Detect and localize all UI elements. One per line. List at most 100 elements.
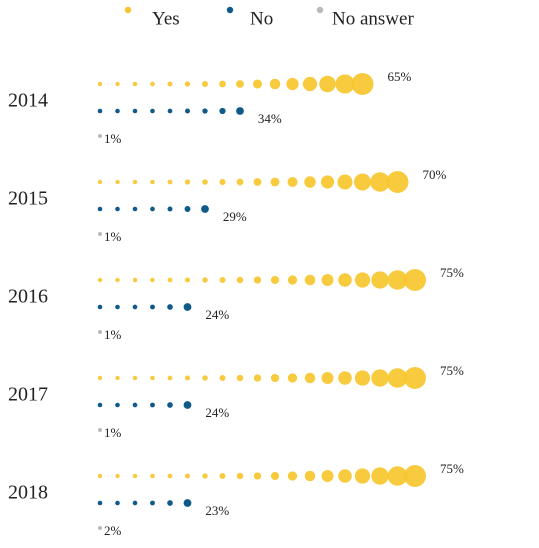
value-label: 24% (205, 405, 229, 420)
year-label: 2014 (8, 90, 48, 112)
dot (185, 108, 190, 114)
dot-bar (97, 269, 426, 291)
dot (219, 473, 226, 479)
value-label: 24% (205, 307, 229, 322)
dot (253, 374, 262, 382)
dot (167, 81, 173, 87)
year-label: 2017 (8, 384, 48, 406)
dot (184, 277, 191, 283)
dot (202, 375, 208, 381)
dot (321, 274, 334, 286)
dot (354, 468, 371, 484)
value-label: 1% (104, 229, 122, 244)
dot (150, 500, 155, 506)
dot (337, 174, 353, 190)
dot (97, 277, 103, 283)
dot (184, 81, 191, 87)
dot (132, 179, 138, 185)
dot (132, 402, 138, 408)
value-label: 2% (104, 523, 122, 538)
dot (150, 375, 155, 381)
dot (253, 276, 262, 284)
dot (98, 134, 102, 138)
dot (370, 172, 390, 192)
dot-bar (97, 171, 409, 193)
value-label: 75% (440, 461, 464, 476)
dot (115, 375, 120, 381)
dot (253, 472, 262, 480)
value-label: 1% (104, 425, 122, 440)
dot (184, 375, 191, 381)
dot (219, 107, 226, 115)
dot (132, 81, 138, 87)
dot (219, 178, 226, 186)
dot (98, 232, 102, 236)
dot (150, 304, 155, 310)
dot (253, 178, 262, 186)
value-label: 29% (223, 209, 247, 224)
dot (321, 470, 334, 482)
dot-bar (97, 205, 209, 213)
dot (132, 108, 138, 114)
dot (219, 277, 226, 283)
dot (338, 371, 352, 385)
dot (386, 171, 409, 193)
dot (338, 273, 352, 287)
dot (354, 272, 371, 288)
dot-bar (97, 499, 192, 507)
dot (404, 465, 426, 487)
value-label: 75% (440, 363, 464, 378)
dot (150, 473, 155, 479)
dot (97, 473, 103, 479)
dot (184, 179, 191, 185)
dot (115, 81, 120, 87)
dot (167, 304, 173, 310)
dot (202, 473, 208, 479)
dot (150, 81, 155, 87)
dot (387, 368, 408, 388)
dot (115, 473, 120, 479)
dot (183, 499, 192, 507)
dot (387, 466, 408, 486)
dot-bar (97, 73, 374, 95)
dot (167, 402, 173, 408)
dot (287, 471, 298, 481)
dot (270, 471, 280, 481)
dot (354, 370, 371, 386)
dot (236, 374, 244, 382)
dot (304, 274, 316, 286)
dot (97, 81, 103, 87)
dot (270, 275, 280, 285)
dot (319, 75, 336, 93)
dot-bar (98, 526, 102, 530)
dot-bar (98, 232, 102, 236)
dot (150, 206, 155, 212)
dot (404, 367, 426, 389)
dot (304, 470, 316, 482)
dot (167, 206, 173, 212)
dot (150, 108, 155, 114)
dot-bar (97, 303, 192, 311)
dot (286, 77, 299, 91)
legend-marker (226, 6, 234, 14)
legend-label: Yes (152, 8, 180, 29)
dot (236, 276, 244, 284)
dot (371, 271, 389, 289)
dot (150, 277, 155, 283)
dot (404, 269, 426, 291)
dot (167, 277, 173, 283)
year-label: 2016 (8, 286, 48, 308)
dot (150, 179, 155, 185)
value-label: 75% (440, 265, 464, 280)
dot (115, 108, 120, 114)
dot (167, 108, 173, 114)
dot-bar (98, 428, 102, 432)
dot (115, 304, 120, 310)
dot (236, 80, 244, 88)
dot (183, 401, 192, 409)
dot (132, 206, 138, 212)
value-label: 1% (104, 131, 122, 146)
dot (321, 372, 334, 384)
dot (335, 74, 355, 94)
dot (304, 372, 316, 384)
